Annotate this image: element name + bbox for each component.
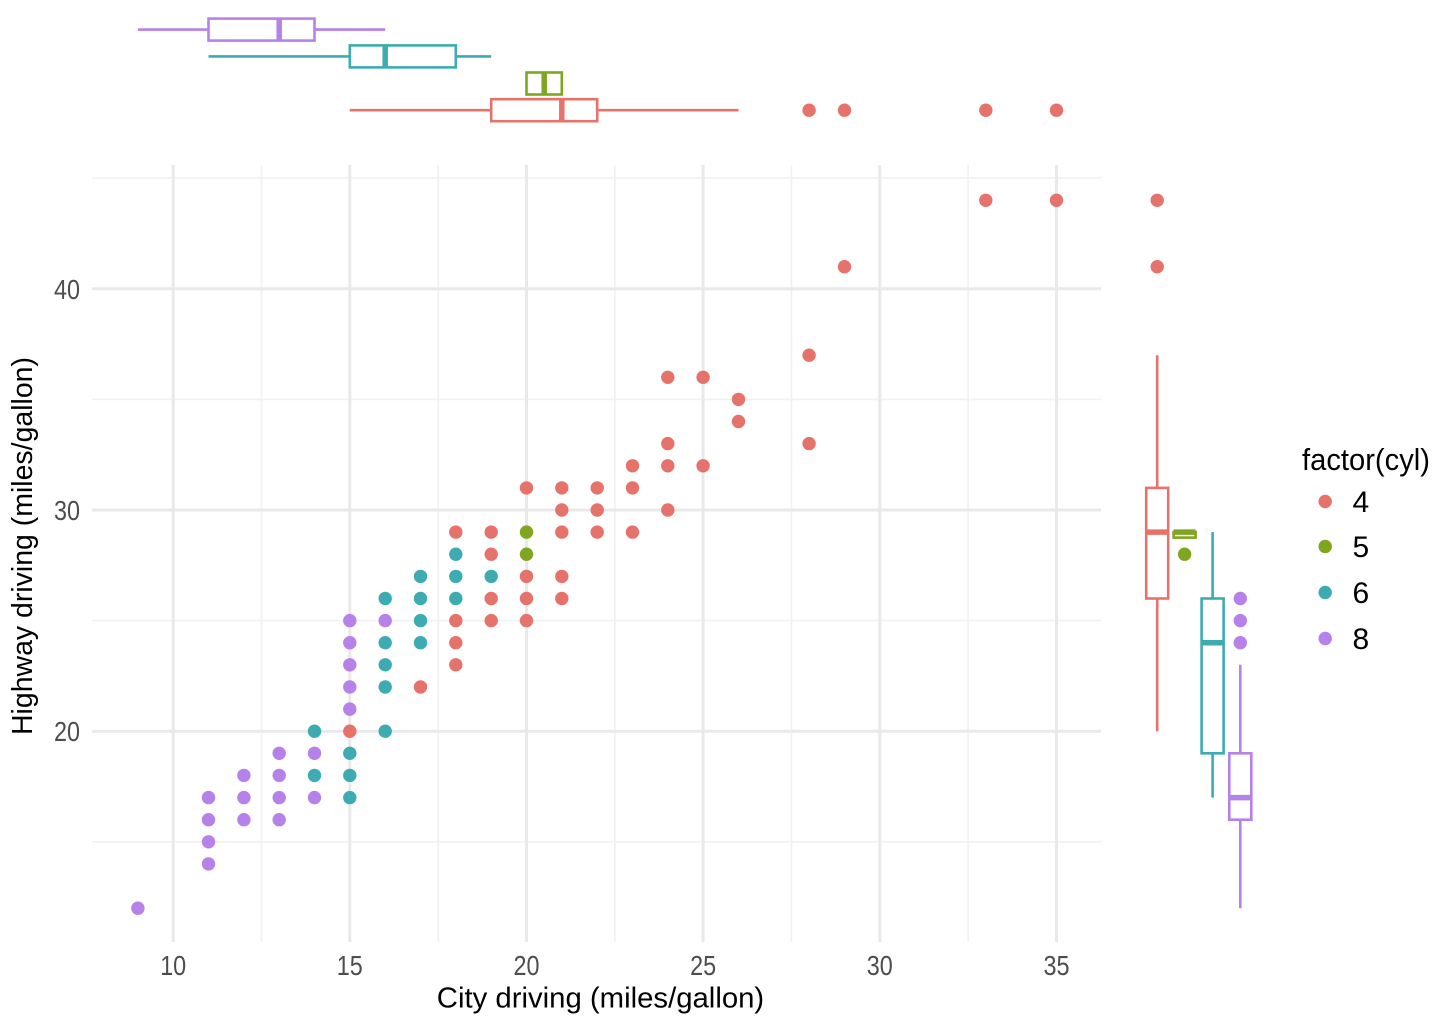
svg-text:15: 15 — [337, 950, 363, 981]
svg-text:35: 35 — [1044, 950, 1070, 981]
svg-text:Highway driving (miles/gallon): Highway driving (miles/gallon) — [7, 357, 39, 735]
svg-text:30: 30 — [867, 950, 893, 981]
svg-text:4: 4 — [1353, 486, 1370, 519]
svg-text:5: 5 — [1353, 531, 1370, 564]
svg-text:City driving (miles/gallon): City driving (miles/gallon) — [437, 983, 764, 1015]
svg-text:40: 40 — [54, 274, 80, 305]
svg-text:10: 10 — [160, 950, 186, 981]
svg-text:8: 8 — [1353, 623, 1370, 656]
svg-text:30: 30 — [54, 495, 80, 526]
svg-text:20: 20 — [54, 716, 80, 747]
svg-text:factor(cyl): factor(cyl) — [1302, 443, 1430, 477]
svg-text:25: 25 — [690, 950, 716, 981]
svg-text:20: 20 — [514, 950, 540, 981]
svg-text:6: 6 — [1353, 577, 1370, 610]
